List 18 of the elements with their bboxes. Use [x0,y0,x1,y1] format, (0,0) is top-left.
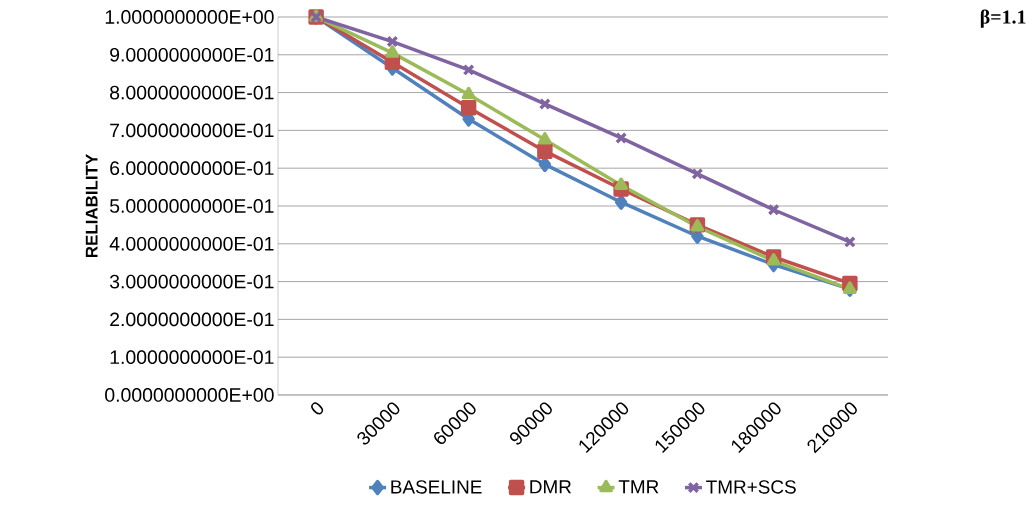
x-tick-label: 0 [311,402,324,415]
y-tick-label: 1.0000000000E-01 [110,350,274,365]
y-tick-label: 0.0000000000E+00 [105,388,274,402]
legend-label: TMR [618,480,659,494]
y-tick-label: 9.0000000000E-01 [110,47,274,62]
y-tick-label: 6.0000000000E-01 [110,161,274,176]
y-axis-title: RELIABILITY [85,154,98,258]
y-tick-label: 4.0000000000E-01 [109,236,274,251]
text: β=1.1 [980,9,1026,28]
y-tick-label: 3.0000000000E-01 [109,274,274,289]
y-tick-label: 5.0000000000E-01 [109,199,274,213]
y-tick-label: 7.0000000000E-01 [110,123,274,138]
y-tick-label: 1.0000000000E+00 [105,10,274,24]
legend-label: BASELINE [391,480,482,494]
y-tick-label: 2.0000000000E-01 [110,312,274,327]
y-tick-label: 8.0000000000E-01 [110,85,274,100]
legend-label: TMR+SCS [706,480,796,494]
legend-label: DMR [530,480,572,494]
